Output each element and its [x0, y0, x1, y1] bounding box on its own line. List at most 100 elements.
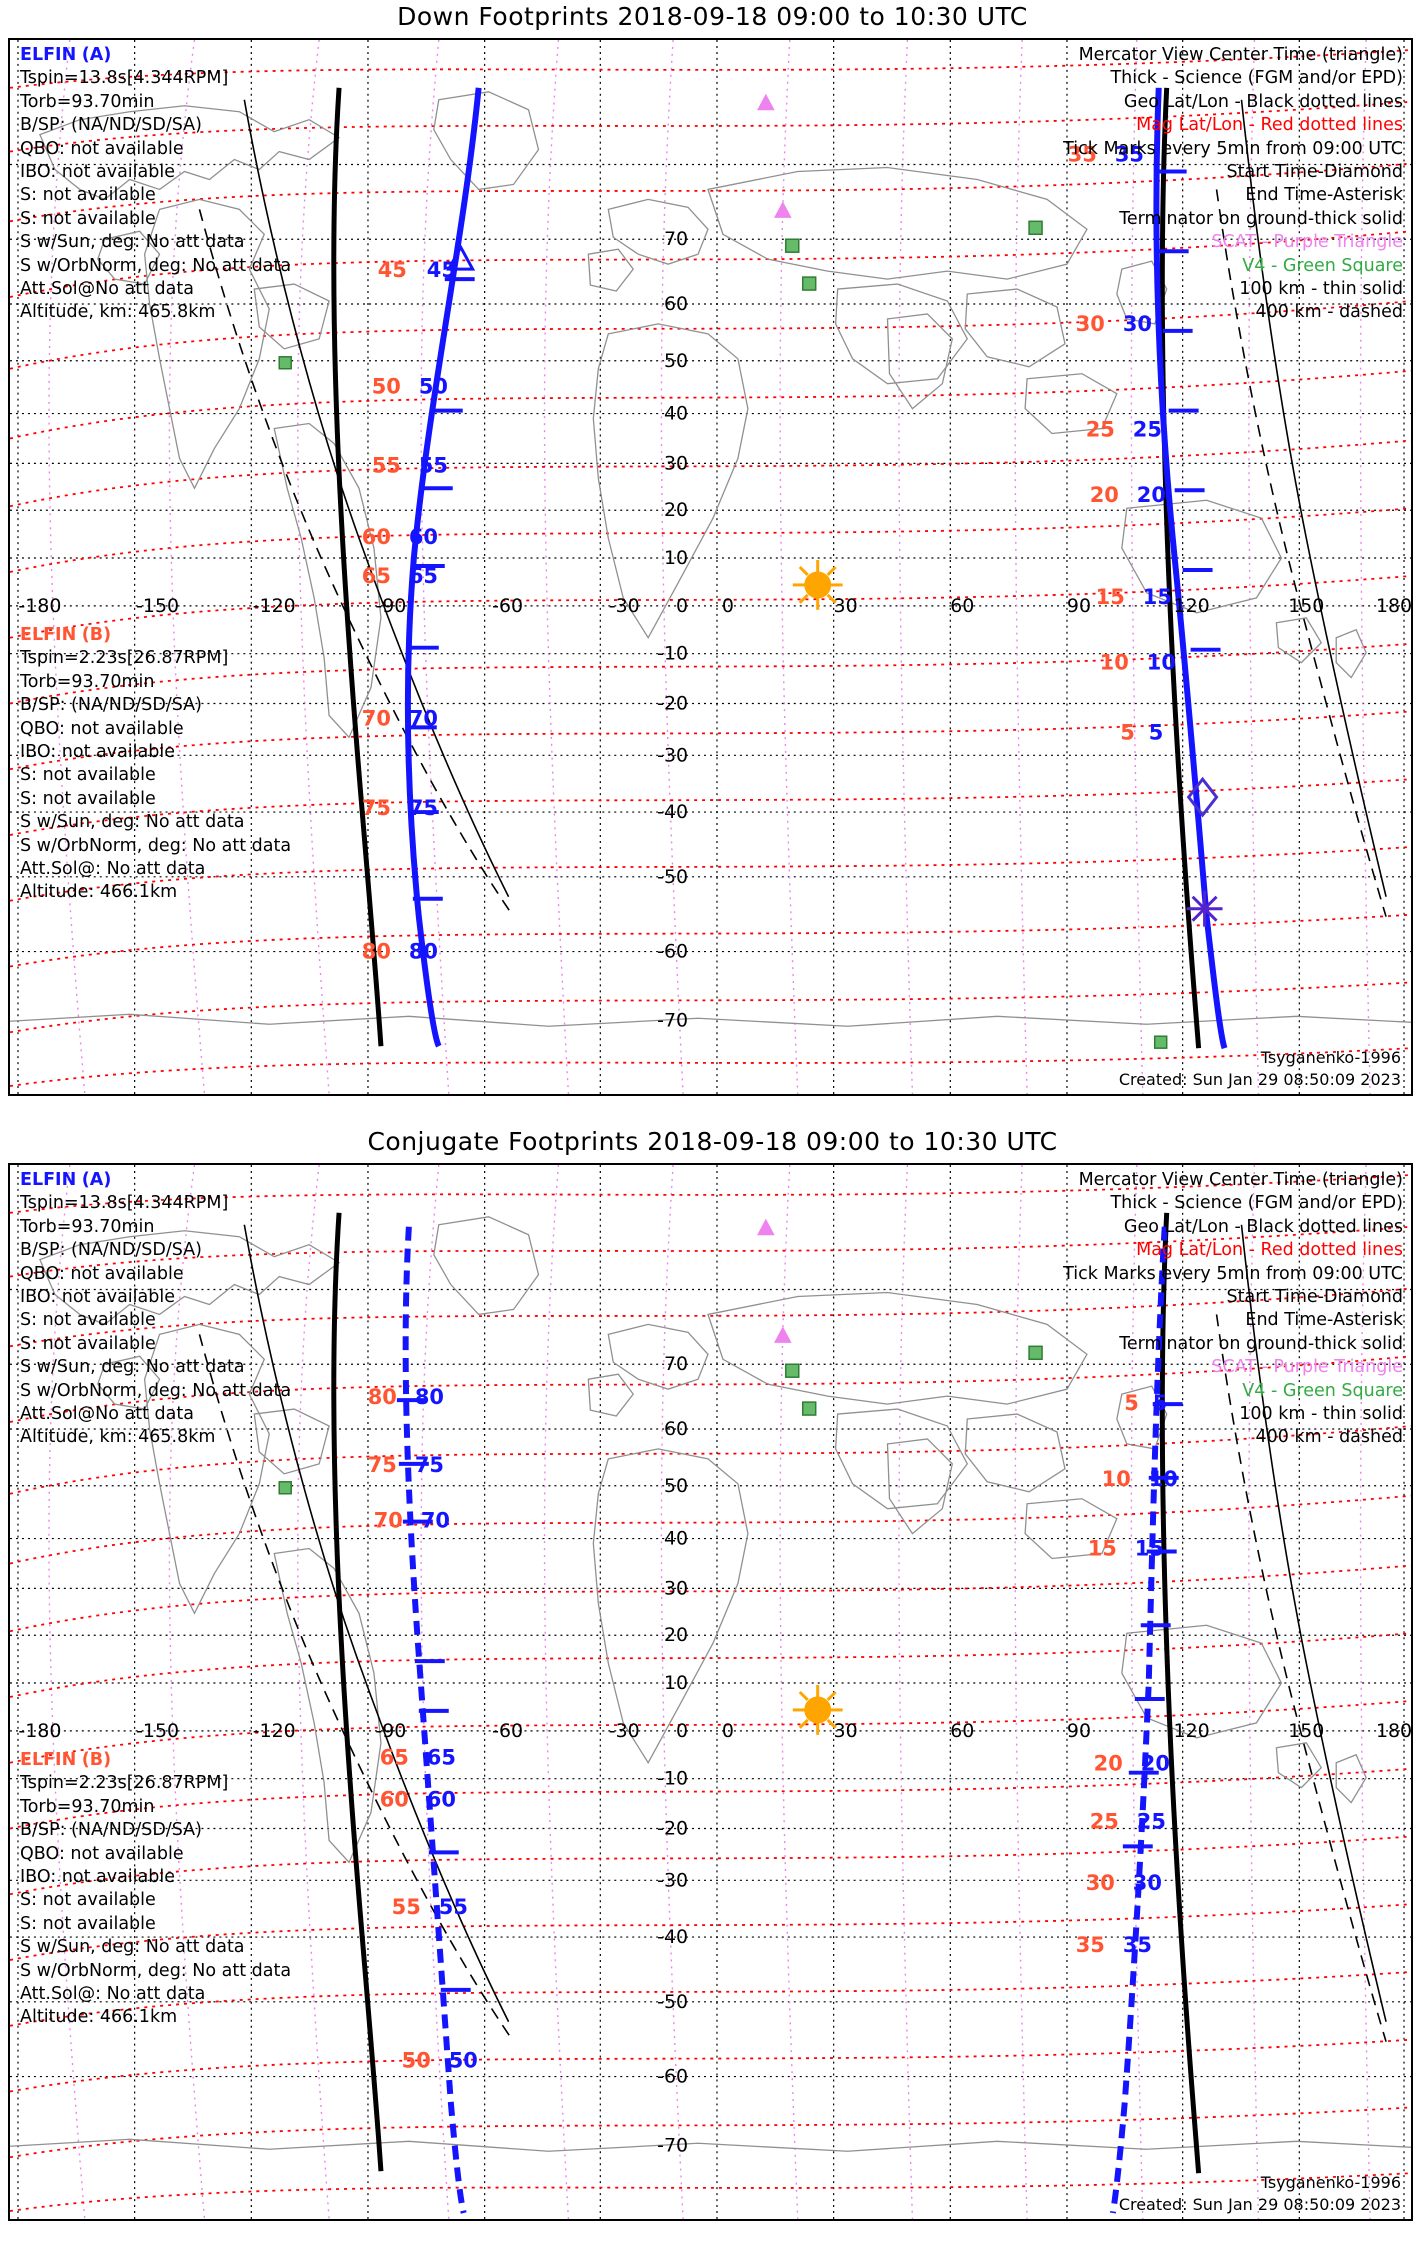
svg-text:75: 75: [415, 1453, 444, 1477]
elfin-b-tspin-2: Tspin=2.23s[26.87RPM]: [20, 1773, 229, 1794]
elfin-a-tspin: Tspin=13.8s[4.344RPM]: [20, 68, 229, 89]
svg-text:30: 30: [1086, 1871, 1115, 1895]
elfin-a-header-2: ELFIN (A): [20, 1169, 291, 1192]
svg-text:55: 55: [439, 1895, 468, 1919]
svg-text:180: 180: [1376, 1720, 1411, 1742]
svg-text:-30: -30: [657, 1869, 688, 1891]
legend-terminator-2: Terminator on ground-thick solid: [1119, 1333, 1403, 1354]
elfin-b-sworbnorm-2: S w/OrbNorm, deg: No att data: [20, 1960, 292, 1981]
svg-text:35: 35: [1076, 1933, 1105, 1957]
svg-text:-40: -40: [657, 1926, 688, 1948]
lon-tick-labels-2: -180 -150 -120 -90 -60 -30 0 30 60 90 12…: [18, 1720, 1411, 1742]
svg-text:180: 180: [1376, 595, 1411, 617]
svg-text:25: 25: [1086, 418, 1115, 442]
map-canvas-conjugate: 70 60 50 40 30 20 10 0 -10 -20 -30 -40 -…: [10, 1165, 1411, 2219]
elfin-a-designator-2: (A): [81, 1170, 112, 1190]
mag-lon-lines-2: [48, 1165, 1371, 2219]
geo-lon-lines-2: [17, 1165, 1405, 2219]
elfin-a-bsp: B/SP: (NA/ND/SD/SA): [20, 115, 202, 136]
legend-mercator-2: Mercator View Center Time (triangle): [1078, 1170, 1403, 1190]
terminator-curves-2: [198, 1212, 1387, 2174]
elfin-b-s1: S: not available: [20, 765, 156, 786]
svg-text:-30: -30: [657, 744, 688, 766]
mag-lon-lines: [48, 40, 1371, 1094]
svg-text:10: 10: [1102, 1467, 1131, 1491]
svg-text:70: 70: [664, 1353, 688, 1375]
legend-scat: SCAT - Purple Triangle: [1211, 232, 1403, 253]
svg-text:75: 75: [362, 796, 391, 820]
legend-geo-latlon-2: Geo Lat/Lon - Black dotted lines: [1123, 1216, 1403, 1237]
svg-text:80: 80: [409, 940, 438, 964]
elfin-b-header-2: ELFIN (B): [20, 1749, 291, 1772]
svg-text:30: 30: [834, 595, 858, 617]
svg-text:80: 80: [362, 940, 391, 964]
panel-conjugate-footprints: Conjugate Footprints 2018-09-18 09:00 to…: [0, 1125, 1425, 2250]
map-frame-down: 70 60 50 40 30 20 10 0 -10 -20 -30 -40 -…: [8, 38, 1413, 1096]
lat-tick-labels-2: 70 60 50 40 30 20 10 0 -10 -20 -30 -40 -…: [657, 1353, 688, 2156]
sun-symbol-2: [792, 1685, 843, 1735]
svg-text:60: 60: [664, 293, 688, 315]
svg-text:10: 10: [1147, 651, 1176, 675]
elfin-a-torb-2: Torb=93.70min: [20, 1216, 155, 1237]
elfin-a-swsun: S w/Sun, deg: No att data: [20, 232, 245, 253]
geo-lat-lines-2: [10, 1288, 1411, 2078]
info-block-elfin-b-down: ELFIN (B) Tspin=2.23s[26.87RPM] Torb=93.…: [20, 624, 291, 905]
elfin-a-s1: S: not available: [20, 185, 156, 206]
svg-text:15: 15: [1135, 1537, 1164, 1561]
elfin-b-s2-2: S: not available: [20, 1913, 156, 1934]
svg-text:-50: -50: [657, 1991, 688, 2013]
svg-text:80: 80: [368, 1385, 397, 1409]
elfin-b-torb-2: Torb=93.70min: [20, 1796, 155, 1817]
svg-text:70: 70: [664, 228, 688, 250]
svg-text:-70: -70: [657, 2134, 688, 2156]
elfin-b-bsp-2: B/SP: (NA/ND/SD/SA): [20, 1820, 202, 1841]
elfin-b-ibo: IBO: not available: [20, 741, 175, 762]
svg-text:70: 70: [362, 706, 391, 730]
elfin-a-swsun-2: S w/Sun, deg: No att data: [20, 1357, 245, 1378]
svg-text:70: 70: [409, 706, 438, 730]
elfin-a-ibo: IBO: not available: [20, 161, 175, 182]
svg-text:50: 50: [372, 375, 401, 399]
elfin-b-designator-2: (B): [81, 1750, 112, 1770]
sun-symbol: [792, 560, 843, 610]
svg-text:-60: -60: [492, 595, 523, 617]
svg-text:150: 150: [1288, 1720, 1324, 1742]
elfin-a-altitude-2: Altitude, km: 465.8km: [20, 1427, 216, 1448]
svg-text:50: 50: [664, 1475, 688, 1497]
orbit-ticks-elfin-a: [406, 169, 1221, 901]
svg-text:55: 55: [392, 1895, 421, 1919]
svg-text:60: 60: [380, 1788, 409, 1812]
map-frame-conjugate: 70 60 50 40 30 20 10 0 -10 -20 -30 -40 -…: [8, 1163, 1413, 2221]
elfin-a-name: ELFIN: [20, 45, 77, 65]
svg-text:0: 0: [676, 1720, 688, 1742]
elfin-b-ibo-2: IBO: not available: [20, 1866, 175, 1887]
mag-lat-lines-2: [10, 1174, 1411, 2212]
svg-text:60: 60: [664, 1418, 688, 1440]
map-canvas-down: 70 60 50 40 30 20 10 0 -10 -20 -30 -40 -…: [10, 40, 1411, 1094]
elfin-a-bsp-2: B/SP: (NA/ND/SD/SA): [20, 1240, 202, 1261]
svg-text:-60: -60: [657, 2066, 688, 2088]
legend-mag-latlon-2: Mag Lat/Lon - Red dotted lines: [1136, 1240, 1403, 1261]
svg-text:0: 0: [722, 1720, 734, 1742]
elfin-a-attsol: Att.Sol@No att data: [20, 278, 194, 299]
svg-text:-10: -10: [657, 1768, 688, 1790]
legend-thick-science-2: Thick - Science (FGM and/or EPD): [1110, 1193, 1403, 1214]
elfin-b-name-2: ELFIN: [20, 1750, 77, 1770]
elfin-b-name: ELFIN: [20, 625, 77, 645]
legend-end-time-2: End Time-Asterisk: [1245, 1310, 1403, 1331]
elfin-a-sworbnorm-2: S w/OrbNorm, deg: No att data: [20, 1380, 292, 1401]
svg-text:40: 40: [664, 1528, 688, 1550]
svg-text:-20: -20: [657, 692, 688, 714]
elfin-b-altitude-2: Altitude: 466.1km: [20, 2007, 178, 2028]
elfin-a-torb: Torb=93.70min: [20, 91, 155, 112]
orbit-time-labels-right-2: 5 5 10 10 15 15 20 20 25 25 30 30 35 35: [1076, 1391, 1178, 1957]
elfin-b-designator: (B): [81, 625, 112, 645]
svg-text:20: 20: [664, 1624, 688, 1646]
legend-start-time: Start Time-Diamond: [1226, 161, 1403, 182]
elfin-b-swsun-2: S w/Sun, deg: No att data: [20, 1937, 245, 1958]
svg-text:150: 150: [1288, 595, 1324, 617]
svg-text:-30: -30: [609, 1720, 640, 1742]
legend-tick-marks: Tick Marks every 5min from 09:00 UTC: [1063, 138, 1403, 159]
svg-text:50: 50: [664, 350, 688, 372]
svg-text:120: 120: [1174, 595, 1210, 617]
